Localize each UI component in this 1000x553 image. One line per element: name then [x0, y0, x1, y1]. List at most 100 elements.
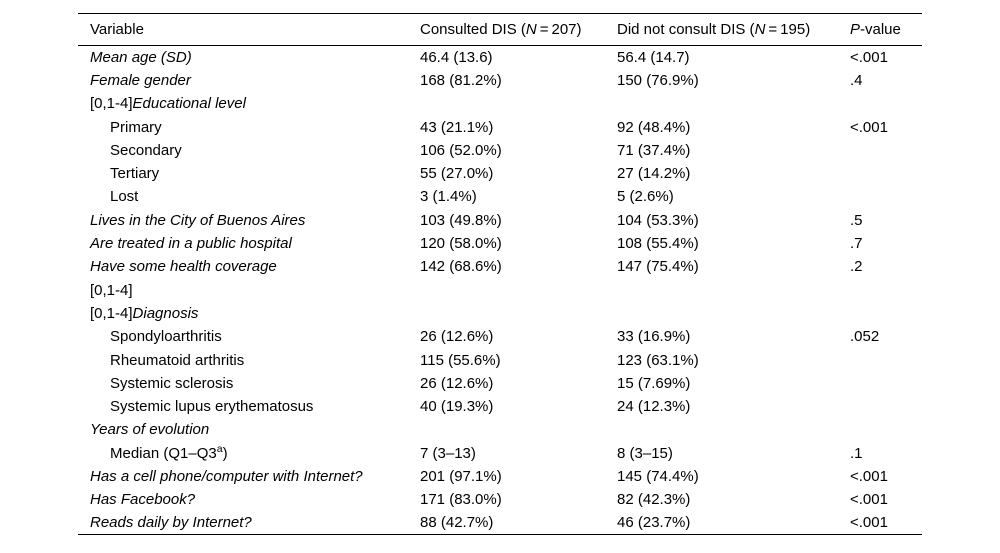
cell-consulted-dis: 55 (27.0%) — [420, 165, 494, 183]
table-row: [0,1-4] — [78, 278, 922, 301]
table-row: Lives in the City of Buenos Aires 103 (49… — [78, 209, 922, 232]
cell-consulted-dis: 40 (19.3%) — [420, 398, 494, 416]
variable-label: Diagnosis — [132, 304, 199, 322]
cell-consulted-dis: 26 (12.6%) — [420, 374, 494, 392]
cell-did-not-consult-dis: 24 (12.3%) — [617, 398, 691, 416]
variable-label: Rheumatoid arthritis — [110, 351, 245, 369]
cell-p-value — [850, 92, 922, 115]
variable-label: Median (Q1–Q3 — [110, 444, 217, 462]
cell-did-not-consult-dis: 33 (16.9%) — [617, 328, 691, 346]
cell-p-value: <.001 — [850, 48, 888, 66]
variable-label: Spondyloarthritis — [110, 328, 222, 346]
patient-characteristics-table: Variable Consulted DIS (N = 207) Did not c… — [78, 13, 922, 536]
cell-variable: Systemic lupus erythematosus — [78, 395, 420, 418]
table-row: Median (Q1–Q3a) 7 (3–13) 8 (3–15) .1 — [78, 442, 922, 465]
cell-consulted-dis: 3 (1.4%) — [420, 188, 477, 206]
cell-variable: [0,1-4]Educational level — [90, 95, 246, 113]
cell-variable: Female gender — [78, 69, 420, 92]
cell-variable: Tertiary — [78, 162, 420, 185]
variable-label: Tertiary — [110, 165, 160, 183]
cell-p-value: <.001 — [850, 467, 888, 485]
table-row: Mean age (SD) 46.4 (13.6) 56.4 (14.7) <.001 — [78, 46, 922, 69]
footnote-marker: a — [216, 442, 223, 455]
cell-consulted-dis: 106 (52.0%) — [420, 141, 502, 159]
cell-consulted-dis: 171 (83.0%) — [420, 491, 502, 509]
table-row: Primary 43 (21.1%) 92 (48.4%) <.001 — [78, 115, 922, 138]
table-row: Tertiary 55 (27.0%) 27 (14.2%) — [78, 162, 922, 185]
cell-p-value — [850, 348, 922, 371]
cell-did-not-consult-dis: 82 (42.3%) — [617, 491, 691, 509]
cell-consulted-dis: 103 (49.8%) — [420, 211, 502, 229]
cell-did-not-consult-dis — [617, 418, 850, 441]
cell-variable: Spondyloarthritis — [78, 325, 420, 348]
header-italic-letter: P — [850, 21, 861, 38]
variable-label: Educational level — [132, 95, 246, 113]
cell-consulted-dis: 168 (81.2%) — [420, 71, 502, 89]
cell-did-not-consult-dis: 8 (3–15) — [617, 444, 673, 462]
table-row: Reads daily by Internet? 88 (42.7%) 46 (23… — [78, 511, 922, 534]
cell-consulted-dis — [420, 92, 617, 115]
cell-p-value: .5 — [850, 211, 863, 229]
variable-label: Secondary — [110, 141, 182, 159]
cell-variable: [0,1-4]Diagnosis — [90, 304, 199, 322]
table-row: Rheumatoid arthritis 115 (55.6%) 123 (63.1… — [78, 348, 922, 371]
cell-consulted-dis: 201 (97.1%) — [420, 467, 502, 485]
cell-variable: Has a cell phone/computer with Internet? — [78, 465, 420, 488]
table-row: Years of evolution — [78, 418, 922, 441]
cell-p-value — [850, 302, 922, 325]
table-row: Are treated in a public hospital 120 (58.… — [78, 232, 922, 255]
cell-p-value — [850, 372, 922, 395]
cell-p-value: .7 — [850, 235, 863, 253]
variable-label: Systemic sclerosis — [110, 374, 234, 392]
variable-label: Years of evolution — [90, 421, 210, 439]
cell-did-not-consult-dis: 104 (53.3%) — [617, 211, 699, 229]
cell-variable: Median (Q1–Q3a) — [110, 442, 228, 462]
cell-p-value — [850, 185, 922, 208]
header-italic-letter: N — [525, 21, 537, 38]
cell-did-not-consult-dis: 5 (2.6%) — [617, 188, 674, 206]
cell-p-value: <.001 — [850, 491, 888, 509]
variable-label: Lost — [110, 188, 139, 206]
table-header: Variable Consulted DIS (N = 207) Did not c… — [78, 13, 922, 46]
cell-consulted-dis — [420, 418, 617, 441]
table-row: Female gender 168 (81.2%) 150 (76.9%) .4 — [78, 69, 922, 92]
cell-did-not-consult-dis: 147 (75.4%) — [617, 258, 699, 276]
table-row: Secondary 106 (52.0%) 71 (37.4%) — [78, 139, 922, 162]
column-header-p-value: P-value — [850, 21, 901, 38]
cell-did-not-consult-dis: 145 (74.4%) — [617, 467, 699, 485]
table-row: Spondyloarthritis 26 (12.6%) 33 (16.9%) .05… — [78, 325, 922, 348]
table-row: Systemic sclerosis 26 (12.6%) 15 (7.69%) — [78, 372, 922, 395]
table-row: Has Facebook? 171 (83.0%) 82 (42.3%) <.001 — [78, 488, 922, 511]
cell-variable: Secondary — [78, 139, 420, 162]
cell-did-not-consult-dis: 15 (7.69%) — [617, 374, 691, 392]
table-row: [0,1-4]Diagnosis — [78, 302, 922, 325]
cell-variable: Have some health coverage — [78, 255, 420, 278]
cell-variable: Are treated in a public hospital — [78, 232, 420, 255]
variable-label: Lives in the City of Buenos Aires — [90, 211, 306, 229]
variable-label: Has a cell phone/computer with Internet? — [90, 467, 363, 485]
cell-did-not-consult-dis: 150 (76.9%) — [617, 71, 699, 89]
variable-label: Primary — [110, 118, 162, 136]
cell-variable: Reads daily by Internet? — [78, 511, 420, 534]
cell-consulted-dis: 7 (3–13) — [420, 444, 476, 462]
cell-p-value — [850, 139, 922, 162]
cell-p-value — [850, 278, 922, 301]
cell-p-value: <.001 — [850, 118, 888, 136]
variable-label: Mean age (SD) — [90, 48, 192, 66]
variable-label: Are treated in a public hospital — [90, 235, 292, 253]
header-italic-letter: N — [754, 21, 766, 38]
cell-consulted-dis: 88 (42.7%) — [420, 514, 494, 532]
cell-consulted-dis: 115 (55.6%) — [420, 351, 501, 369]
cell-p-value: .2 — [850, 258, 863, 276]
column-header-variable: Variable — [90, 21, 144, 38]
variable-label: Systemic lupus erythematosus — [110, 398, 314, 416]
cell-variable: Lives in the City of Buenos Aires — [78, 209, 420, 232]
cell-variable: Systemic sclerosis — [78, 372, 420, 395]
table-body: Mean age (SD) 46.4 (13.6) 56.4 (14.7) <.001… — [78, 46, 922, 535]
cell-consulted-dis: 120 (58.0%) — [420, 235, 502, 253]
cell-did-not-consult-dis: 56.4 (14.7) — [617, 48, 690, 66]
cell-did-not-consult-dis: 108 (55.4%) — [617, 235, 699, 253]
cell-consulted-dis: 46.4 (13.6) — [420, 48, 493, 66]
cell-p-value — [850, 395, 922, 418]
cell-did-not-consult-dis: 46 (23.7%) — [617, 514, 691, 532]
